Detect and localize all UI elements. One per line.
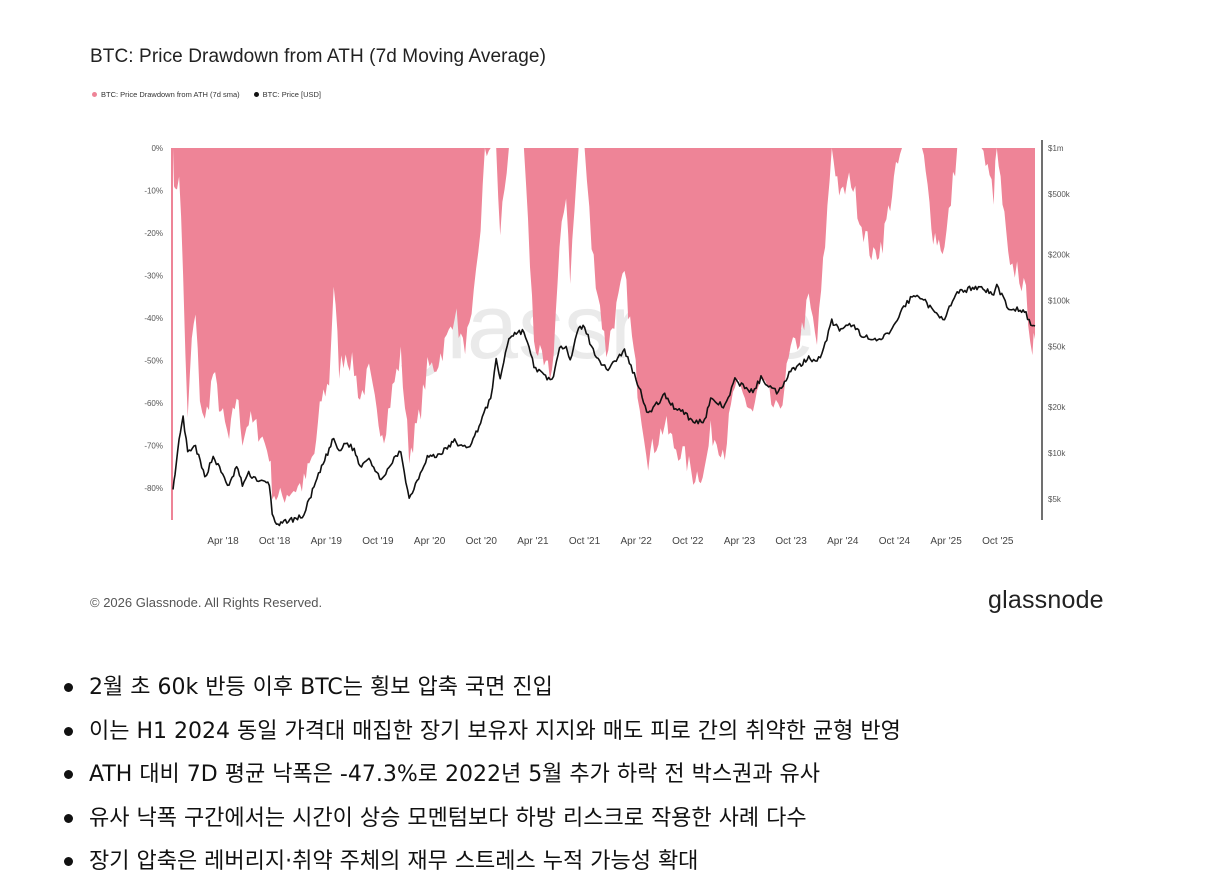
price-line-layer <box>172 283 1036 527</box>
x-axis-tick-label: Oct '18 <box>259 536 291 547</box>
left-axis-tick-label: -80% <box>144 484 163 493</box>
right-axis-tick-label: $500k <box>1048 190 1071 199</box>
chart-canvas: glassnode 0%-10%-20%-30%-40%-50%-60%-70%… <box>144 140 1071 547</box>
left-axis-tick-label: -10% <box>144 187 163 196</box>
drawdown-area <box>173 148 1035 503</box>
commentary-list: 2월 초 60k 반등 이후 BTC는 횡보 압축 국면 진입 이는 H1 20… <box>60 668 901 886</box>
drawdown-area-layer <box>171 148 1035 520</box>
left-axis-tick-label: -70% <box>144 442 163 451</box>
chart-title: BTC: Price Drawdown from ATH (7d Moving … <box>90 46 547 67</box>
x-axis-tick-label: Oct '24 <box>879 536 911 547</box>
x-axis-tick-label: Apr '22 <box>621 536 653 547</box>
legend-swatch-drawdown <box>92 92 97 97</box>
legend-item-price[interactable]: BTC: Price [USD] <box>253 90 321 99</box>
commentary-item: ATH 대비 7D 평균 낙폭은 -47.3%로 2022년 5월 추가 하락 … <box>60 755 901 799</box>
legend-item-drawdown[interactable]: BTC: Price Drawdown from ATH (7d sma) <box>92 90 240 99</box>
price-line <box>172 283 1036 527</box>
x-axis-tick-label: Oct '19 <box>362 536 394 547</box>
x-axis-tick-label: Apr '24 <box>827 536 859 547</box>
right-axis-tick-label: $20k <box>1048 403 1066 412</box>
left-axis-tick-label: -50% <box>144 357 163 366</box>
glassnode-logo: glassnode <box>988 586 1104 614</box>
commentary-item: 장기 압축은 레버리지·취약 주체의 재무 스트레스 누적 가능성 확대 <box>60 842 901 886</box>
legend-label-drawdown: BTC: Price Drawdown from ATH (7d sma) <box>101 90 240 99</box>
commentary-item: 이는 H1 2024 동일 가격대 매집한 장기 보유자 지지와 매도 피로 간… <box>60 712 901 756</box>
right-axis-tick-label: $50k <box>1048 342 1066 351</box>
left-axis-tick-label: -30% <box>144 272 163 281</box>
commentary-item: 2월 초 60k 반등 이후 BTC는 횡보 압축 국면 진입 <box>60 668 901 712</box>
legend-label-price: BTC: Price [USD] <box>262 90 321 99</box>
left-axis-tick-label: 0% <box>151 144 163 153</box>
x-axis-tick-label: Apr '21 <box>517 536 549 547</box>
x-axis-tick-label: Oct '21 <box>569 536 601 547</box>
x-axis-tick-label: Oct '25 <box>982 536 1014 547</box>
right-axis-tick-label: $10k <box>1048 449 1066 458</box>
left-axis-tick-label: -60% <box>144 399 163 408</box>
left-axis-tick-label: -40% <box>144 314 163 323</box>
legend-swatch-price <box>253 92 259 97</box>
x-axis-tick-label: Apr '19 <box>311 536 343 547</box>
copyright-text: © 2026 Glassnode. All Rights Reserved. <box>90 595 323 610</box>
x-axis-tick-label: Apr '23 <box>724 536 756 547</box>
x-axis-tick-label: Oct '20 <box>466 536 498 547</box>
x-axis-tick-label: Apr '20 <box>414 536 446 547</box>
commentary-item: 유사 낙폭 구간에서는 시간이 상승 모멘텀보다 하방 리스크로 작용한 사례 … <box>60 799 901 843</box>
right-axis-tick-label: $1m <box>1048 144 1064 153</box>
left-axis-tick-label: -20% <box>144 229 163 238</box>
x-axis-tick-label: Apr '25 <box>930 536 962 547</box>
x-axis-tick-label: Oct '22 <box>672 536 704 547</box>
right-axis-tick-label: $200k <box>1048 251 1071 260</box>
right-axis-tick-label: $5k <box>1048 495 1062 504</box>
right-axis-tick-label: $100k <box>1048 297 1071 306</box>
chart-legend: BTC: Price Drawdown from ATH (7d sma) BT… <box>92 90 321 99</box>
x-axis-tick-label: Apr '18 <box>207 536 239 547</box>
axes-layer: 0% -10% -20% -30% -40% -50% -60% -70% -80% $1m $50… <box>144 140 1071 547</box>
drawdown-edge <box>171 148 173 520</box>
x-axis-tick-label: Oct '23 <box>775 536 807 547</box>
